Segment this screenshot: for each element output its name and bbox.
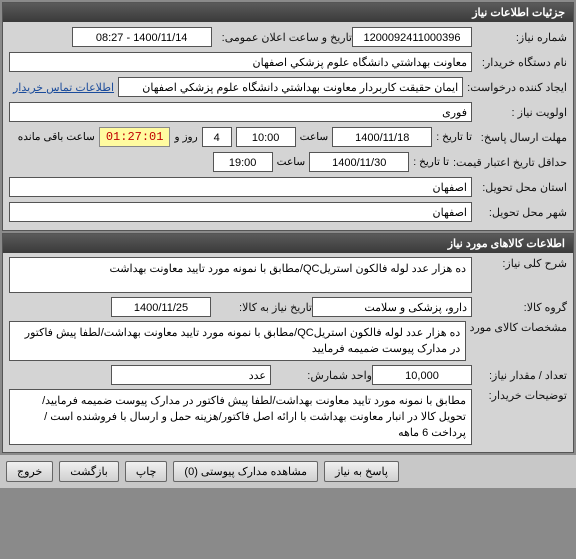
contact-link[interactable]: اطلاعات تماس خریدار	[9, 81, 118, 94]
days-field: 4	[202, 127, 232, 147]
price-valid-to-label: تا تاریخ :	[413, 156, 449, 168]
province-label: استان محل تحویل:	[472, 181, 567, 194]
announce-field: 1400/11/14 - 08:27	[72, 27, 212, 47]
need-number-field: 1200092411000396	[352, 27, 472, 47]
price-valid-label: حداقل تاریخ اعتبار قیمت:	[449, 156, 567, 169]
respond-button[interactable]: پاسخ به نیاز	[324, 461, 399, 482]
deadline-time-label: ساعت	[300, 131, 329, 143]
spec-field: ده هزار عدد لوله فالکون استریلQC/مطابق ب…	[9, 321, 466, 361]
footer-bar: پاسخ به نیاز مشاهده مدارک پیوستی (0) چاپ…	[0, 455, 576, 488]
spec-label: مشخصات کالای مورد نیاز:	[466, 321, 567, 334]
row-qty: تعداد / مقدار نیاز: 10,000 واحد شمارش: ع…	[9, 364, 567, 386]
need-details-header: جزئیات اطلاعات نیاز	[3, 3, 573, 22]
price-valid-date-field: 1400/11/30	[309, 152, 409, 172]
days-label: روز و	[174, 131, 197, 143]
need-date-field: 1400/11/25	[111, 297, 211, 317]
priority-field: فوری	[9, 102, 472, 122]
notes-label: توضیحات خریدار:	[472, 389, 567, 402]
exit-button[interactable]: خروج	[6, 461, 53, 482]
back-button[interactable]: بازگشت	[59, 461, 119, 482]
deadline-to-label: تا تاریخ :	[436, 131, 472, 143]
goods-header: اطلاعات کالاهای مورد نیاز	[3, 234, 573, 253]
row-deadline: مهلت ارسال پاسخ: تا تاریخ : 1400/11/18 س…	[9, 126, 567, 148]
notes-field: مطابق با نمونه مورد تایید معاونت بهداشت/…	[9, 389, 472, 445]
announce-label: تاریخ و ساعت اعلان عمومی:	[218, 31, 352, 44]
row-group: گروه کالا: دارو، پزشکی و سلامت تاریخ نیا…	[9, 296, 567, 318]
province-field: اصفهان	[9, 177, 472, 197]
priority-label: اولویت نیاز :	[472, 106, 567, 119]
deadline-date-field: 1400/11/18	[332, 127, 432, 147]
timer-label: ساعت باقی مانده	[18, 131, 95, 143]
timer-field: 01:27:01	[99, 127, 171, 147]
requester-field: ایمان حقیقت کاربردار معاونت بهداشتي دانش…	[118, 77, 463, 97]
row-requester: ایجاد کننده درخواست: ایمان حقیقت کاربردا…	[9, 76, 567, 98]
price-valid-sub: تا تاریخ : 1400/11/30 ساعت 19:00	[213, 152, 449, 172]
desc-label: شرح کلی نیاز:	[472, 257, 567, 270]
need-details-panel: جزئیات اطلاعات نیاز شماره نیاز: 12000924…	[2, 2, 574, 231]
deadline-label: مهلت ارسال پاسخ:	[472, 131, 567, 144]
row-province: استان محل تحویل: اصفهان	[9, 176, 567, 198]
row-need-number: شماره نیاز: 1200092411000396 تاریخ و ساع…	[9, 26, 567, 48]
buyer-label: نام دستگاه خریدار:	[472, 56, 567, 69]
unit-field: عدد	[111, 365, 271, 385]
requester-label: ایجاد کننده درخواست:	[463, 81, 567, 94]
need-details-body: شماره نیاز: 1200092411000396 تاریخ و ساع…	[3, 22, 573, 230]
row-priority: اولویت نیاز : فوری	[9, 101, 567, 123]
deadline-sub: تا تاریخ : 1400/11/18 ساعت 10:00 4 روز و…	[18, 127, 472, 147]
price-valid-time-label: ساعت	[277, 156, 306, 168]
desc-field: ده هزار عدد لوله فالکون استریلQC/مطابق ب…	[9, 257, 472, 293]
need-date-label: تاریخ نیاز به کالا:	[217, 301, 312, 314]
buyer-field: معاونت بهداشتي دانشگاه علوم پزشکي اصفهان	[9, 52, 472, 72]
row-notes: توضیحات خریدار: مطابق با نمونه مورد تایی…	[9, 389, 567, 445]
qty-field: 10,000	[372, 365, 472, 385]
group-field: دارو، پزشکی و سلامت	[312, 297, 472, 317]
row-spec: مشخصات کالای مورد نیاز: ده هزار عدد لوله…	[9, 321, 567, 361]
row-desc: شرح کلی نیاز: ده هزار عدد لوله فالکون اس…	[9, 257, 567, 293]
goods-body: شرح کلی نیاز: ده هزار عدد لوله فالکون اس…	[3, 253, 573, 452]
qty-label: تعداد / مقدار نیاز:	[472, 369, 567, 382]
row-city: شهر محل تحویل: اصفهان	[9, 201, 567, 223]
unit-label: واحد شمارش:	[277, 369, 372, 382]
row-buyer: نام دستگاه خریدار: معاونت بهداشتي دانشگا…	[9, 51, 567, 73]
attachments-button[interactable]: مشاهده مدارک پیوستی (0)	[173, 461, 318, 482]
group-label: گروه کالا:	[472, 301, 567, 314]
price-valid-time-field: 19:00	[213, 152, 273, 172]
city-label: شهر محل تحویل:	[472, 206, 567, 219]
city-field: اصفهان	[9, 202, 472, 222]
need-number-label: شماره نیاز:	[472, 31, 567, 44]
goods-panel: اطلاعات کالاهای مورد نیاز شرح کلی نیاز: …	[2, 233, 574, 453]
print-button[interactable]: چاپ	[125, 461, 168, 482]
deadline-time-field: 10:00	[236, 127, 296, 147]
row-price-validity: حداقل تاریخ اعتبار قیمت: تا تاریخ : 1400…	[9, 151, 567, 173]
